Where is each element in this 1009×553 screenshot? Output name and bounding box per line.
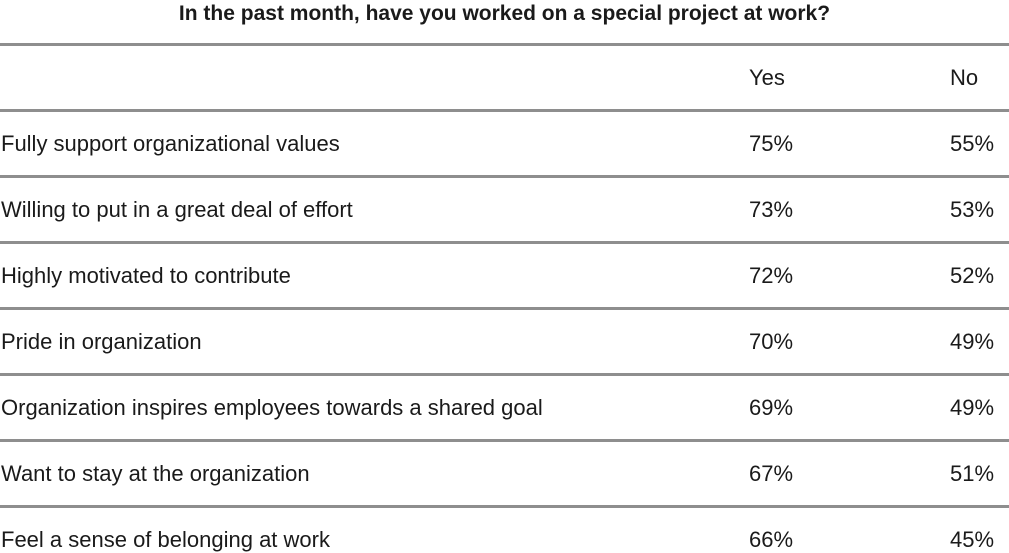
no-value: 55%: [950, 131, 995, 156]
yes-value: 72%: [749, 263, 794, 288]
yes-value: 73%: [749, 197, 794, 222]
row-divider: [0, 505, 1009, 508]
column-header-yes: Yes: [749, 65, 785, 90]
row-label: Highly motivated to contribute: [1, 263, 291, 288]
row-label: Willing to put in a great deal of effort: [1, 197, 353, 222]
top-rule: [0, 43, 1009, 46]
row-label: Fully support organizational values: [1, 131, 340, 156]
row-divider: [0, 439, 1009, 442]
row-label: Organization inspires employees towards …: [1, 395, 543, 420]
row-label: Feel a sense of belonging at work: [1, 527, 330, 552]
chart-title: In the past month, have you worked on a …: [178, 2, 831, 25]
row-label: Want to stay at the organization: [1, 461, 310, 486]
no-value: 45%: [950, 527, 995, 552]
no-value: 53%: [950, 197, 995, 222]
yes-value: 70%: [749, 329, 794, 354]
row-divider: [0, 241, 1009, 244]
row-divider: [0, 175, 1009, 178]
yes-value: 69%: [749, 395, 794, 420]
yes-value: 75%: [749, 131, 794, 156]
no-value: 51%: [950, 461, 995, 486]
row-label: Pride in organization: [1, 329, 202, 354]
no-value: 49%: [950, 329, 995, 354]
header-rule: [0, 109, 1009, 112]
column-header-no: No: [950, 65, 979, 90]
no-value: 52%: [950, 263, 995, 288]
no-value: 49%: [950, 395, 995, 420]
row-divider: [0, 307, 1009, 310]
row-divider: [0, 373, 1009, 376]
yes-value: 67%: [749, 461, 794, 486]
yes-value: 66%: [749, 527, 794, 552]
